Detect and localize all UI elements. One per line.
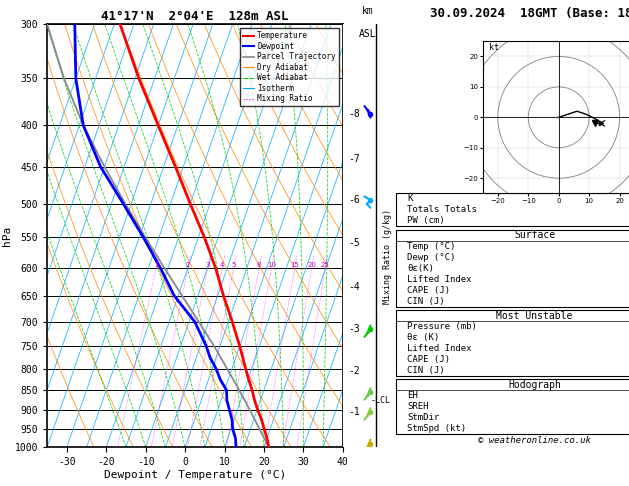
Text: CIN (J): CIN (J) [408, 366, 445, 375]
Text: EH: EH [408, 391, 418, 400]
Text: Mixing Ratio (g/kg): Mixing Ratio (g/kg) [383, 209, 392, 304]
Text: -3: -3 [348, 324, 360, 334]
Text: -1: -1 [348, 407, 360, 417]
Text: Surface: Surface [514, 230, 555, 240]
Text: Hodograph: Hodograph [508, 380, 561, 390]
Text: -LCL: -LCL [370, 396, 391, 405]
Text: © weatheronline.co.uk: © weatheronline.co.uk [478, 436, 591, 445]
Text: 10: 10 [267, 262, 276, 268]
Text: Most Unstable: Most Unstable [496, 311, 573, 321]
X-axis label: Dewpoint / Temperature (°C): Dewpoint / Temperature (°C) [104, 469, 286, 480]
Text: CAPE (J): CAPE (J) [408, 355, 450, 364]
Text: Dewp (°C): Dewp (°C) [408, 253, 455, 262]
Text: 15: 15 [291, 262, 299, 268]
Text: θε(K): θε(K) [408, 264, 434, 273]
Text: θε (K): θε (K) [408, 333, 440, 342]
Y-axis label: hPa: hPa [2, 226, 12, 246]
Text: -6: -6 [348, 195, 360, 205]
Text: 5: 5 [231, 262, 236, 268]
Text: SREH: SREH [408, 402, 429, 412]
Text: 20: 20 [308, 262, 316, 268]
Text: kt: kt [489, 43, 499, 52]
Text: ASL: ASL [359, 29, 377, 38]
Text: 2: 2 [186, 262, 190, 268]
Text: StmDir: StmDir [408, 414, 440, 422]
Text: 3: 3 [206, 262, 210, 268]
Text: PW (cm): PW (cm) [408, 216, 445, 226]
Text: km: km [362, 6, 374, 16]
Title: 41°17'N  2°04'E  128m ASL: 41°17'N 2°04'E 128m ASL [101, 10, 289, 23]
Text: Pressure (mb): Pressure (mb) [408, 322, 477, 331]
Text: CAPE (J): CAPE (J) [408, 286, 450, 295]
Text: -4: -4 [348, 281, 360, 292]
Text: Temp (°C): Temp (°C) [408, 242, 455, 251]
Text: 4: 4 [220, 262, 225, 268]
Legend: Temperature, Dewpoint, Parcel Trajectory, Dry Adiabat, Wet Adiabat, Isotherm, Mi: Temperature, Dewpoint, Parcel Trajectory… [240, 28, 339, 106]
Text: -5: -5 [348, 239, 360, 248]
Text: Totals Totals: Totals Totals [408, 206, 477, 214]
Text: Lifted Index: Lifted Index [408, 344, 472, 353]
Text: 8: 8 [257, 262, 262, 268]
Text: -2: -2 [348, 366, 360, 376]
Text: 30.09.2024  18GMT (Base: 18): 30.09.2024 18GMT (Base: 18) [430, 7, 629, 20]
Text: Lifted Index: Lifted Index [408, 275, 472, 284]
Text: 1: 1 [154, 262, 159, 268]
Text: -7: -7 [348, 154, 360, 164]
Text: K: K [408, 194, 413, 204]
Text: StmSpd (kt): StmSpd (kt) [408, 424, 466, 434]
Text: CIN (J): CIN (J) [408, 297, 445, 306]
Text: -8: -8 [348, 109, 360, 119]
Text: 25: 25 [321, 262, 330, 268]
